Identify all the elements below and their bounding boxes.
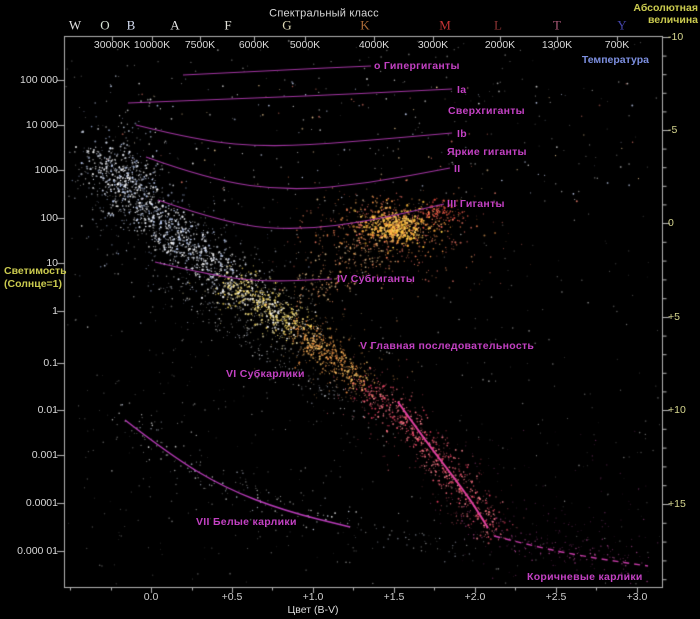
color-axis-label: Цвет (B-V) [287,603,339,616]
right-axis-tick-label: +15 [668,497,686,510]
right-axis-tick-label: +10 [668,403,686,416]
left-axis-tick-label: 1000 [34,163,58,176]
luminosity-class-label-subgiants: IV Субгиганты [337,272,416,285]
x-axis-tick-label: 0.0 [143,590,159,603]
spectral-class-letter-B: B [126,17,136,33]
temperature-tick-label: 5000K [289,38,321,51]
temperature-axis-label: Температура [581,53,649,66]
right-axis-tick-label: +5 [668,310,680,323]
left-axis-tick-label: 0.001 [31,448,58,461]
temperature-tick-label: 6000K [238,38,270,51]
left-axis-tick-label: 10 000 [25,118,58,131]
left-axis-tick-label: 10 [46,256,58,269]
spectral-class-letter-K: K [360,17,370,33]
x-axis-tick-label: +2.0 [464,590,486,603]
luminosity-class-label-giants: III Гиганты [447,197,505,210]
temperature-tick-label: 30000K [93,38,131,51]
spectral-class-letter-L: L [494,17,502,33]
luminosity-class-label-bright-giants: Яркие гиганты [447,145,527,158]
luminosity-class-label-II: II [454,162,461,175]
spectral-class-letter-A: A [170,17,180,33]
absolute-magnitude-label-line1: Абсолютная [633,1,698,14]
temperature-tick-label: 700K [604,38,630,51]
spectral-class-letter-M: M [439,17,451,33]
left-axis-tick-label: 0.000 01 [17,544,58,557]
spectral-class-letter-T: T [553,17,561,33]
luminosity-class-label-Ib: Ib [457,127,467,140]
temperature-tick-label: 10000K [133,38,171,51]
spectral-class-letter-W: W [68,17,82,33]
spectral-class-letter-Y: Y [617,17,627,33]
left-axis-tick-label: 0.1 [43,356,58,369]
left-axis-tick-label: 0.01 [37,403,58,416]
right-axis-tick-label: -5 [668,123,678,136]
absolute-magnitude-label-line2: величина [647,13,698,26]
spectral-class-letter-F: F [224,17,232,33]
x-axis-tick-label: +1.5 [383,590,405,603]
luminosity-class-label-supergiants: Сверхгиганты [448,104,525,117]
x-axis-tick-label: +0.5 [221,590,243,603]
spectral-class-title: Спектральный класс [269,7,379,20]
luminosity-class-label-Ia: Ia [457,83,467,96]
right-axis-tick-label: -10 [668,30,684,43]
left-axis-tick-label: 100 000 [20,73,58,86]
x-axis-tick-label: +1.0 [302,590,324,603]
luminosity-class-label-white-dwarfs: VII Белые карлики [196,515,297,528]
temperature-tick-label: 1300K [541,38,573,51]
left-axis-tick-label: 100 [40,211,58,224]
spectral-class-letter-O: O [100,17,110,33]
temperature-tick-label: 3000K [417,38,449,51]
luminosity-axis-label-line1: Светимость [4,264,67,277]
luminosity-class-label-main-sequence: V Главная последовательность [360,339,535,352]
x-axis-tick-label: +3.0 [626,590,648,603]
luminosity-axis-label-line2: (Солнце=1) [4,277,63,290]
right-axis-tick-label: 0 [668,216,674,229]
temperature-tick-label: 4000K [358,38,390,51]
left-axis-tick-label: 1 [52,304,58,317]
spectral-class-letter-G: G [282,17,292,33]
temperature-tick-label: 7500K [184,38,216,51]
left-axis-tick-label: 0.0001 [25,496,58,509]
temperature-tick-label: 2000K [484,38,516,51]
luminosity-class-label-subdwarfs: VI Субкарлики [226,367,305,380]
x-axis-tick-label: +2.5 [545,590,567,603]
luminosity-class-label-0: o Гипергиганты [374,59,460,72]
luminosity-class-label-brown-dwarfs: Коричневые карлики [527,570,643,583]
